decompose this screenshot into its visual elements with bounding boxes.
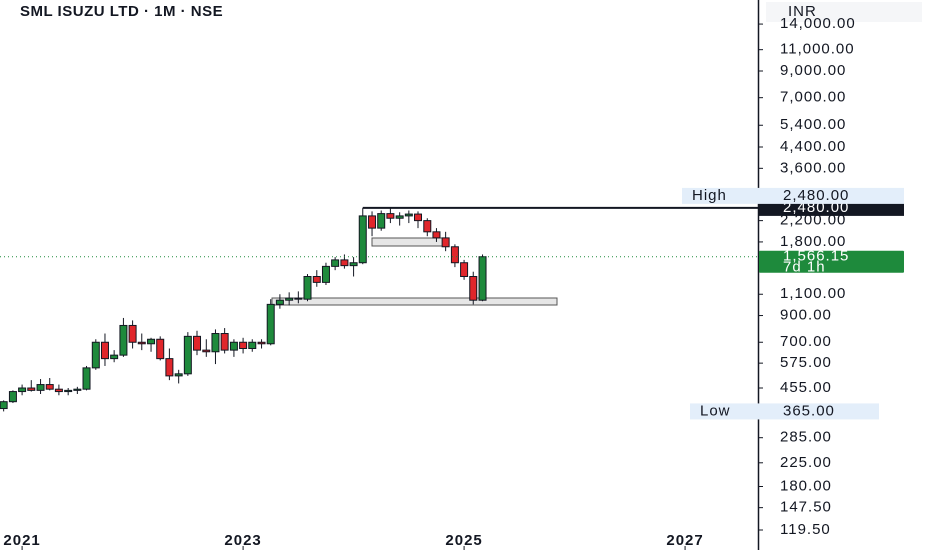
candle-body — [432, 231, 441, 239]
candle-body — [64, 389, 73, 393]
candle-body — [110, 354, 119, 360]
candle-body — [165, 358, 174, 377]
candle-body — [469, 276, 478, 301]
candle-body — [404, 213, 413, 217]
candle-body — [275, 299, 284, 305]
zone-box — [371, 237, 447, 247]
candle-body — [450, 246, 459, 264]
low-marker-box — [690, 403, 879, 420]
y-tick-label: 180.00 — [780, 477, 832, 494]
candle-body — [414, 213, 423, 222]
candle-body — [54, 388, 63, 393]
chart-title: SML ISUZU LTD · 1M · NSE — [20, 3, 223, 20]
candle-body — [0, 401, 8, 410]
y-tick-label: 7,000.00 — [780, 89, 846, 106]
candle-body — [257, 341, 266, 345]
candle-body — [174, 373, 183, 377]
candle-body — [156, 338, 165, 360]
candle-body — [368, 215, 377, 229]
candle-body — [358, 215, 367, 264]
currency-box — [766, 2, 922, 22]
y-tick-label: 225.00 — [780, 454, 832, 471]
candle-body — [478, 256, 487, 301]
candle-body — [239, 341, 248, 350]
candle-body — [73, 388, 82, 391]
zone-box — [271, 297, 558, 306]
candle-body — [386, 213, 395, 219]
y-tick-label: 900.00 — [780, 307, 832, 324]
y-tick-label: 4,400.00 — [780, 138, 846, 155]
y-tick-label: 119.50 — [780, 521, 831, 538]
y-tick-label: 3,600.00 — [780, 159, 846, 176]
candle-body — [211, 333, 220, 353]
candle-body — [128, 324, 137, 343]
candle-body — [82, 367, 91, 390]
y-tick-label: 1,800.00 — [780, 233, 846, 250]
candle-body — [441, 237, 450, 248]
currency-label: INR — [788, 3, 817, 20]
y-tick-label: 575.00 — [780, 354, 832, 371]
candle-body — [137, 341, 146, 345]
y-tick-label: 14,000.00 — [780, 15, 856, 32]
y-tick-label: 9,000.00 — [780, 62, 846, 79]
candle-body — [377, 213, 386, 229]
candle-body — [220, 333, 229, 351]
x-tick-label: 2025 — [445, 532, 482, 549]
current-price-label: 1,566.15 — [783, 248, 849, 265]
candle-body — [303, 276, 312, 300]
candle-body — [266, 303, 275, 345]
low-marker-text: Low — [700, 402, 731, 419]
y-tick-label: 5,400.00 — [780, 116, 846, 133]
high-marker-value: 2,480.00 — [783, 187, 849, 204]
candle-body — [91, 341, 100, 369]
candle-body — [294, 297, 303, 300]
y-tick-label: 11,000.00 — [780, 41, 855, 58]
candle-body — [248, 341, 257, 350]
candle-body — [202, 349, 211, 353]
y-tick-label: 285.00 — [780, 429, 832, 446]
y-tick-label: 700.00 — [780, 333, 832, 350]
candle-body — [349, 262, 358, 267]
candle-body — [119, 324, 128, 356]
candle-body — [193, 335, 202, 351]
candle-body — [331, 259, 340, 267]
high-marker-text: High — [692, 187, 727, 204]
x-tick-label: 2023 — [224, 532, 261, 549]
candle-body — [423, 220, 432, 233]
candle-body — [460, 262, 469, 278]
current-price-box — [759, 250, 904, 273]
candle-body — [321, 265, 330, 283]
x-tick-label: 2027 — [666, 532, 703, 549]
candle-body — [18, 387, 27, 393]
candle-body — [8, 391, 17, 403]
candle-body — [27, 387, 36, 391]
candle-body — [147, 338, 156, 345]
candle-body — [183, 335, 192, 375]
candle-body — [229, 341, 238, 351]
high-marker-box — [682, 187, 904, 204]
candle-body — [285, 297, 294, 301]
candle-body — [45, 384, 54, 390]
candle-body — [100, 341, 109, 360]
low-marker-value: 365.00 — [783, 402, 835, 419]
candle-body — [312, 276, 321, 283]
countdown-label: 7d 1h — [783, 259, 826, 276]
y-tick-label: 455.00 — [780, 379, 832, 396]
candle-body — [395, 215, 404, 219]
y-tick-label: 147.50 — [780, 499, 832, 516]
candle-body — [340, 259, 349, 267]
candle-body — [36, 384, 45, 391]
y-tick-label: 1,100.00 — [780, 285, 846, 302]
x-tick-label: 2021 — [3, 532, 40, 549]
